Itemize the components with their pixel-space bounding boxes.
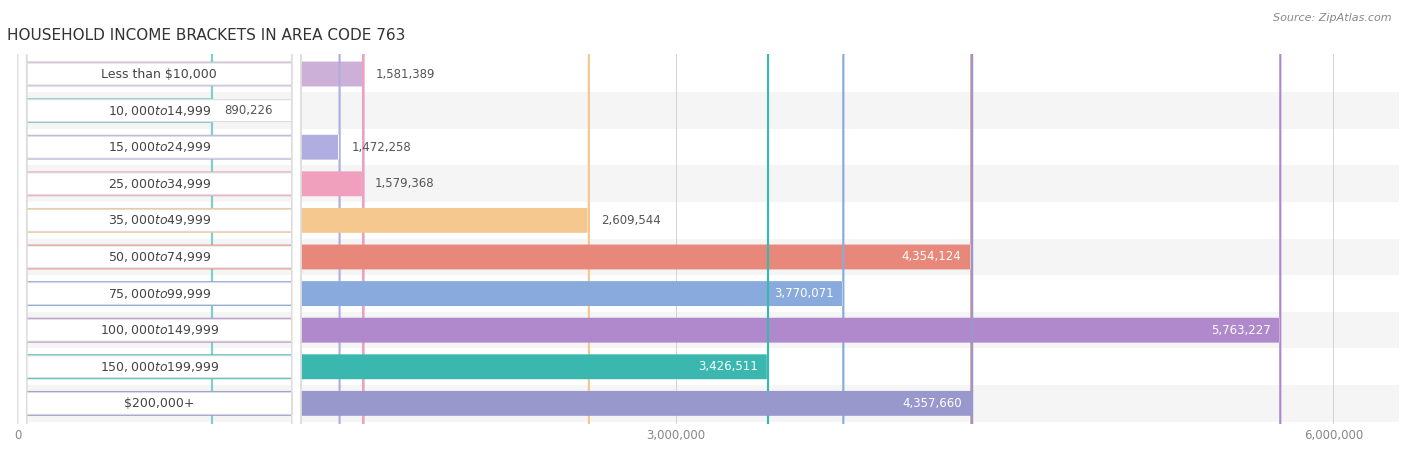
FancyBboxPatch shape bbox=[17, 92, 1400, 129]
FancyBboxPatch shape bbox=[18, 0, 591, 449]
Text: 4,357,660: 4,357,660 bbox=[903, 397, 962, 410]
Text: HOUSEHOLD INCOME BRACKETS IN AREA CODE 763: HOUSEHOLD INCOME BRACKETS IN AREA CODE 7… bbox=[7, 28, 405, 43]
FancyBboxPatch shape bbox=[17, 166, 1400, 202]
FancyBboxPatch shape bbox=[17, 385, 1400, 422]
FancyBboxPatch shape bbox=[18, 0, 301, 449]
Text: 4,354,124: 4,354,124 bbox=[901, 251, 962, 264]
FancyBboxPatch shape bbox=[18, 0, 845, 449]
FancyBboxPatch shape bbox=[18, 0, 340, 449]
Text: $50,000 to $74,999: $50,000 to $74,999 bbox=[107, 250, 211, 264]
Text: $100,000 to $149,999: $100,000 to $149,999 bbox=[100, 323, 219, 337]
FancyBboxPatch shape bbox=[18, 0, 973, 449]
Text: 890,226: 890,226 bbox=[224, 104, 273, 117]
Text: 1,581,389: 1,581,389 bbox=[375, 67, 434, 80]
Text: 1,579,368: 1,579,368 bbox=[375, 177, 434, 190]
FancyBboxPatch shape bbox=[18, 0, 301, 449]
FancyBboxPatch shape bbox=[17, 239, 1400, 275]
FancyBboxPatch shape bbox=[17, 129, 1400, 166]
FancyBboxPatch shape bbox=[17, 348, 1400, 385]
Text: $75,000 to $99,999: $75,000 to $99,999 bbox=[107, 286, 211, 300]
Text: $200,000+: $200,000+ bbox=[124, 397, 194, 410]
Text: $150,000 to $199,999: $150,000 to $199,999 bbox=[100, 360, 219, 374]
FancyBboxPatch shape bbox=[18, 0, 301, 449]
FancyBboxPatch shape bbox=[18, 0, 973, 449]
FancyBboxPatch shape bbox=[17, 275, 1400, 312]
Text: $10,000 to $14,999: $10,000 to $14,999 bbox=[107, 104, 211, 118]
FancyBboxPatch shape bbox=[18, 0, 301, 449]
FancyBboxPatch shape bbox=[18, 0, 769, 449]
Text: 1,472,258: 1,472,258 bbox=[352, 141, 412, 154]
Text: 2,609,544: 2,609,544 bbox=[600, 214, 661, 227]
Text: $15,000 to $24,999: $15,000 to $24,999 bbox=[107, 140, 211, 154]
Text: Source: ZipAtlas.com: Source: ZipAtlas.com bbox=[1274, 13, 1392, 23]
Text: 3,426,511: 3,426,511 bbox=[699, 360, 758, 373]
Text: $25,000 to $34,999: $25,000 to $34,999 bbox=[107, 177, 211, 191]
FancyBboxPatch shape bbox=[18, 0, 301, 449]
FancyBboxPatch shape bbox=[18, 0, 1281, 449]
FancyBboxPatch shape bbox=[17, 56, 1400, 92]
FancyBboxPatch shape bbox=[18, 0, 301, 449]
FancyBboxPatch shape bbox=[18, 0, 214, 449]
FancyBboxPatch shape bbox=[18, 0, 301, 449]
FancyBboxPatch shape bbox=[18, 0, 364, 449]
FancyBboxPatch shape bbox=[17, 312, 1400, 348]
FancyBboxPatch shape bbox=[18, 0, 301, 449]
Text: 5,763,227: 5,763,227 bbox=[1211, 324, 1271, 337]
FancyBboxPatch shape bbox=[18, 0, 301, 449]
Text: Less than $10,000: Less than $10,000 bbox=[101, 67, 217, 80]
Text: $35,000 to $49,999: $35,000 to $49,999 bbox=[107, 213, 211, 227]
FancyBboxPatch shape bbox=[18, 0, 364, 449]
FancyBboxPatch shape bbox=[17, 202, 1400, 239]
Text: 3,770,071: 3,770,071 bbox=[773, 287, 834, 300]
FancyBboxPatch shape bbox=[18, 0, 301, 449]
